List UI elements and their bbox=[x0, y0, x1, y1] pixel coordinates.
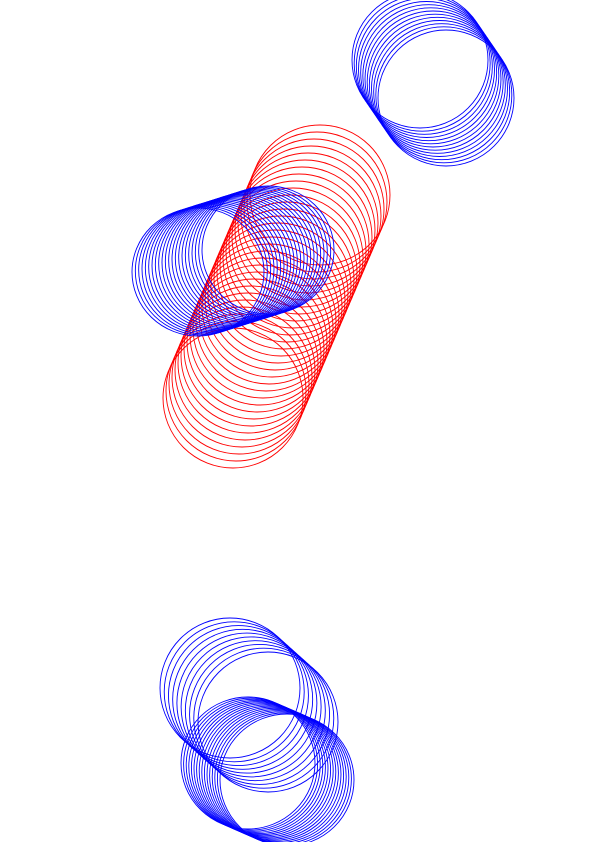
bottom-upper-blue-ring-5 bbox=[176, 632, 318, 774]
center-left-blue-ring-13 bbox=[171, 194, 305, 324]
center-left-blue-ring-11 bbox=[164, 197, 298, 326]
bottom-lower-blue-ring-13 bbox=[211, 710, 347, 842]
top-right-blue-ring-10 bbox=[371, 20, 508, 157]
top-right-blue-ring-12 bbox=[375, 26, 513, 164]
bottom-upper-blue-ring-1 bbox=[159, 617, 301, 759]
bottom-lower-blue-ring-14 bbox=[214, 711, 350, 842]
top-right-blue-ring-3 bbox=[355, 0, 493, 135]
bottom-lower-blue-ring-8 bbox=[198, 704, 334, 838]
bottom-upper-blue-ring-4 bbox=[172, 628, 314, 770]
center-red-ring-20 bbox=[192, 257, 334, 399]
center-left-blue-ring-22 bbox=[201, 185, 335, 315]
bottom-lower-blue-ring-12 bbox=[209, 709, 345, 842]
bottom-upper-blue-ring-8 bbox=[189, 643, 331, 785]
center-red-ring-7 bbox=[231, 166, 373, 308]
center-red-ring-21 bbox=[189, 264, 331, 406]
bottom-lower-blue-ring-5 bbox=[190, 701, 326, 834]
bottom-lower-blue-ring-11 bbox=[206, 707, 342, 841]
bottom-lower-blue-ring-4 bbox=[188, 699, 324, 833]
center-left-blue-ring-17 bbox=[184, 190, 318, 320]
bottom-lower-blue-ring-10 bbox=[203, 706, 339, 840]
bottom-upper-blue-ring-2 bbox=[163, 621, 305, 763]
center-red-ring-26 bbox=[174, 299, 316, 441]
bottom-upper-blue-ring-9 bbox=[193, 647, 335, 789]
bottom-lower-blue-ring-2 bbox=[183, 697, 319, 831]
top-right-blue-ring-11 bbox=[373, 23, 511, 161]
top-right-blue-ring-1 bbox=[351, 0, 489, 129]
center-left-blue-ring-16 bbox=[181, 191, 315, 321]
bottom-upper-blue-ring-6 bbox=[180, 636, 322, 778]
center-left-blue-ring-stack bbox=[131, 185, 335, 337]
bottom-lower-blue-ring-15 bbox=[216, 712, 352, 842]
bottom-lower-blue-ring-1 bbox=[180, 696, 316, 830]
top-right-blue-ring-stack bbox=[351, 0, 515, 167]
top-right-blue-ring-9 bbox=[368, 16, 506, 154]
center-red-ring-24 bbox=[180, 285, 322, 427]
center-red-ring-28 bbox=[168, 313, 310, 455]
center-red-ring-23 bbox=[183, 278, 325, 420]
bottom-upper-blue-ring-3 bbox=[167, 625, 309, 767]
center-red-ring-5 bbox=[237, 152, 379, 294]
center-left-blue-ring-20 bbox=[194, 187, 328, 317]
center-red-ring-17 bbox=[201, 236, 343, 378]
center-left-blue-ring-19 bbox=[191, 188, 325, 318]
center-red-ring-25 bbox=[177, 292, 319, 434]
top-right-blue-ring-5 bbox=[360, 4, 498, 142]
center-red-ring-8 bbox=[228, 173, 370, 315]
top-right-blue-ring-8 bbox=[366, 13, 504, 151]
center-red-ring-16 bbox=[204, 229, 346, 371]
center-red-ring-15 bbox=[207, 222, 349, 364]
center-red-ring-27 bbox=[171, 306, 313, 448]
top-right-blue-ring-7 bbox=[364, 10, 502, 148]
top-right-blue-ring-13 bbox=[377, 29, 515, 167]
bottom-lower-blue-ring-6 bbox=[193, 702, 329, 836]
center-red-ring-14 bbox=[210, 215, 352, 357]
top-right-blue-ring-2 bbox=[353, 0, 491, 132]
bottom-lower-blue-ring-3 bbox=[185, 698, 321, 832]
bottom-lower-blue-ring-9 bbox=[201, 705, 337, 839]
center-red-ring-10 bbox=[222, 187, 364, 329]
bottom-lower-blue-ring-7 bbox=[196, 703, 332, 837]
center-left-blue-ring-18 bbox=[188, 189, 322, 319]
center-left-blue-ring-12 bbox=[168, 196, 302, 325]
top-right-blue-ring-6 bbox=[362, 7, 500, 145]
center-red-ring-12 bbox=[216, 201, 358, 343]
top-right-blue-ring-4 bbox=[358, 1, 495, 138]
center-red-ring-9 bbox=[225, 180, 367, 322]
bottom-lower-blue-ring-stack bbox=[180, 696, 355, 842]
bottom-upper-blue-ring-stack bbox=[159, 617, 339, 793]
bottom-lower-blue-ring-16 bbox=[219, 713, 355, 842]
bottom-upper-blue-ring-10 bbox=[197, 651, 339, 793]
bottom-upper-blue-ring-7 bbox=[184, 640, 326, 782]
center-red-ring-2 bbox=[246, 131, 388, 273]
center-red-ring-22 bbox=[186, 271, 328, 413]
center-left-blue-ring-15 bbox=[178, 192, 312, 322]
center-red-ring-11 bbox=[219, 194, 361, 336]
center-left-blue-ring-14 bbox=[174, 193, 308, 323]
center-left-blue-ring-21 bbox=[198, 186, 332, 316]
